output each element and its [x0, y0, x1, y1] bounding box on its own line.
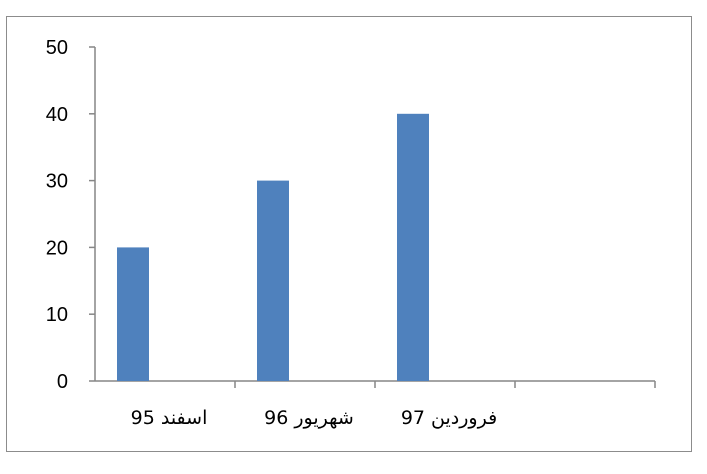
bars: [117, 113, 429, 382]
y-tick-label: 50: [46, 37, 68, 59]
bar: [257, 180, 289, 381]
bar: [117, 247, 149, 381]
y-tick-label: 0: [57, 371, 68, 393]
y-axis: 0 10 20 30 40 50: [46, 37, 96, 393]
x-axis: [95, 380, 656, 388]
y-tick-label: 30: [46, 171, 68, 193]
x-category-label: اسفند 95: [131, 407, 208, 429]
x-category-label: فروردین 97: [401, 407, 497, 429]
category-labels: اسفند 95 شهریور 96 فروردین 97: [131, 407, 498, 429]
x-category-label: شهریور 96: [264, 407, 354, 429]
y-tick-label: 10: [46, 304, 68, 326]
y-tick-label: 40: [46, 104, 68, 126]
bar: [397, 113, 429, 382]
y-tick-label: 20: [46, 237, 68, 259]
